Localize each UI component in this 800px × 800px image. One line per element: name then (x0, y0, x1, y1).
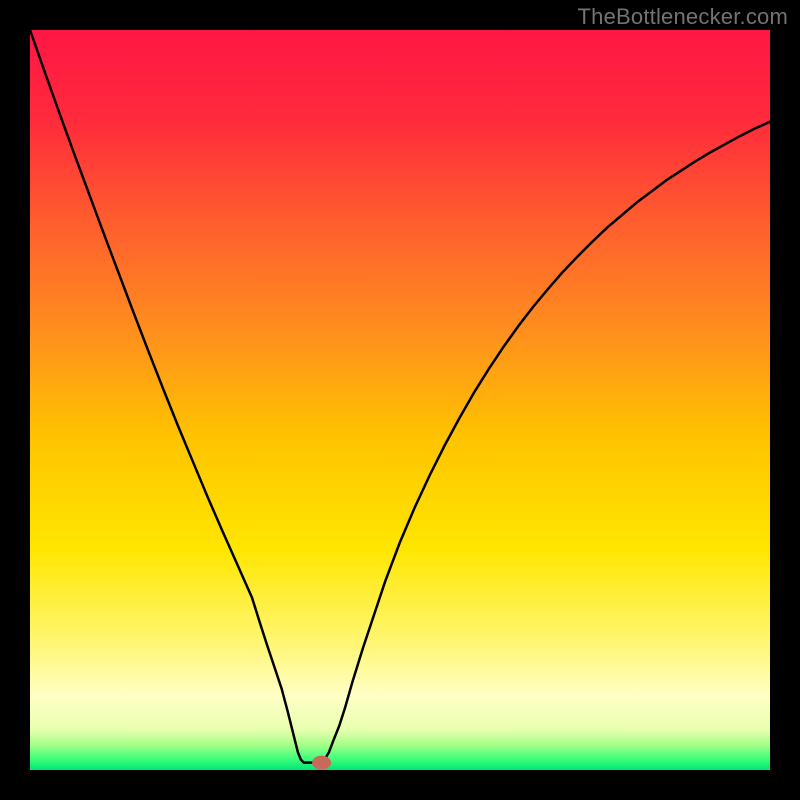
gradient-background (30, 30, 770, 770)
chart-svg (30, 30, 770, 770)
optimal-point-marker (313, 756, 331, 769)
chart-frame: TheBottlenecker.com (0, 0, 800, 800)
watermark-text: TheBottlenecker.com (578, 4, 788, 30)
plot-area (30, 30, 770, 770)
